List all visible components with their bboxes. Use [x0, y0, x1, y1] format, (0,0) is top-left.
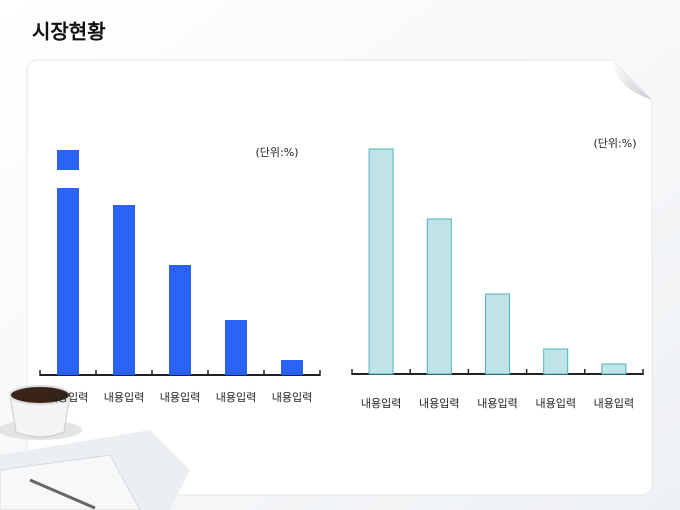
unit-label: (단위:%) — [256, 146, 299, 159]
x-tick-label: 내용입력 — [419, 397, 459, 410]
coffee-decoration — [0, 385, 190, 510]
x-tick-label: 내용입력 — [160, 391, 200, 404]
bar — [368, 148, 394, 375]
bar — [426, 218, 452, 375]
bar — [57, 150, 79, 375]
x-tick-label: 내용입력 — [104, 391, 144, 404]
x-tick-label: 내용입력 — [361, 397, 401, 410]
x-tick-label: 내용입력 — [48, 391, 88, 404]
x-tick-label: 내용입력 — [272, 391, 312, 404]
unit-label: (단위:%) — [594, 137, 637, 150]
bar — [281, 360, 303, 375]
bar — [485, 293, 510, 375]
x-tick-label: 내용입력 — [216, 391, 256, 404]
bar — [601, 363, 627, 375]
axis-break — [56, 170, 80, 188]
x-tick-label: 내용입력 — [535, 397, 575, 410]
slide-title: 시장현황 — [32, 20, 106, 44]
bar — [169, 265, 191, 375]
x-tick-label: 내용입력 — [594, 397, 634, 410]
bar — [543, 348, 569, 375]
bar — [225, 320, 247, 375]
x-tick-label: 내용입력 — [477, 397, 517, 410]
bar — [113, 205, 135, 375]
